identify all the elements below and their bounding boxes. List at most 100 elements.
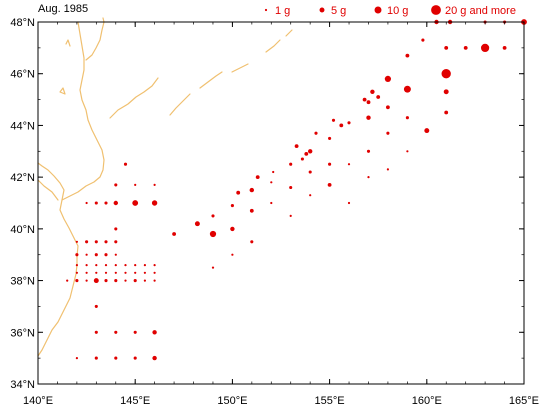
catch-point bbox=[114, 240, 118, 244]
catch-point bbox=[93, 278, 99, 284]
catch-point bbox=[133, 279, 137, 283]
catch-point bbox=[366, 149, 371, 153]
catch-point bbox=[406, 150, 409, 153]
catch-point bbox=[385, 105, 390, 110]
catch-point bbox=[151, 200, 158, 206]
coastline-kuril-chain-3 bbox=[231, 63, 249, 73]
catch-point bbox=[231, 253, 234, 256]
catch-point bbox=[347, 163, 351, 166]
catch-point bbox=[114, 356, 118, 360]
catch-point bbox=[294, 144, 299, 149]
catch-point bbox=[444, 110, 449, 115]
catch-point bbox=[95, 271, 98, 274]
map-border bbox=[37, 21, 525, 385]
catch-point bbox=[85, 201, 88, 205]
catch-point bbox=[124, 279, 127, 282]
catch-point bbox=[328, 162, 332, 166]
catch-point bbox=[85, 264, 88, 267]
catch-point bbox=[152, 330, 157, 335]
y-tick-label: 48°N bbox=[10, 17, 35, 29]
catch-point bbox=[114, 253, 117, 256]
y-tick-label: 40°N bbox=[10, 224, 35, 236]
catch-point bbox=[104, 279, 108, 283]
catch-point bbox=[104, 240, 108, 244]
catch-point bbox=[104, 264, 108, 267]
catch-point bbox=[134, 264, 137, 267]
y-tick-label: 38°N bbox=[10, 276, 35, 288]
catch-point bbox=[143, 271, 146, 274]
catch-point bbox=[327, 182, 332, 187]
x-tick-label: 140°E bbox=[23, 395, 53, 407]
catch-point bbox=[85, 253, 88, 256]
catch-point bbox=[272, 170, 275, 174]
catch-point bbox=[255, 175, 260, 180]
catch-point bbox=[309, 194, 312, 197]
coastline-kuril-chain-5 bbox=[285, 29, 293, 37]
y-tick-label: 42°N bbox=[10, 172, 35, 184]
x-tick-label: 160°E bbox=[412, 395, 442, 407]
y-tick-label: 34°N bbox=[10, 379, 35, 391]
catch-point bbox=[236, 190, 241, 195]
legend-swatch bbox=[431, 5, 441, 15]
catch-point bbox=[75, 253, 79, 257]
catch-point bbox=[230, 204, 234, 208]
coastline-island-a bbox=[59, 87, 66, 95]
catch-point bbox=[153, 271, 156, 274]
catch-point bbox=[370, 89, 375, 95]
catch-point bbox=[270, 181, 273, 184]
catch-point bbox=[153, 279, 156, 282]
legend-label: 5 g bbox=[331, 5, 346, 17]
catch-point bbox=[314, 131, 318, 135]
catch-point bbox=[308, 170, 312, 174]
legend: 1 g 5 g 10 g 20 g and more bbox=[264, 5, 516, 17]
catch-point bbox=[104, 201, 108, 205]
catch-point bbox=[403, 85, 411, 93]
catch-point bbox=[249, 208, 254, 213]
catch-dots bbox=[66, 19, 527, 361]
catch-point bbox=[480, 43, 490, 53]
catch-point bbox=[384, 75, 392, 83]
catch-point bbox=[124, 271, 127, 274]
x-tick-label: 150°E bbox=[217, 395, 247, 407]
map-frame bbox=[37, 21, 525, 385]
legend-swatch bbox=[374, 6, 382, 14]
catch-point bbox=[66, 279, 69, 282]
catch-point bbox=[94, 240, 98, 244]
catch-point bbox=[230, 226, 235, 232]
coastline-hokkaido bbox=[61, 21, 105, 201]
catch-point bbox=[289, 214, 292, 217]
catch-point bbox=[133, 356, 137, 360]
catch-point bbox=[362, 97, 367, 102]
catch-point bbox=[347, 121, 351, 125]
catch-point bbox=[85, 240, 89, 244]
catch-point bbox=[339, 123, 344, 128]
catch-point bbox=[143, 279, 146, 282]
catch-point bbox=[134, 183, 137, 186]
catch-point bbox=[152, 355, 157, 361]
catch-point bbox=[249, 187, 254, 193]
coastline-sakhalin bbox=[85, 17, 105, 61]
catch-point bbox=[94, 253, 98, 257]
catch-point bbox=[405, 116, 409, 120]
catch-point bbox=[386, 168, 389, 171]
catch-point bbox=[441, 69, 451, 79]
catch-point bbox=[113, 200, 119, 206]
catch-point bbox=[194, 221, 200, 227]
x-tick-label: 145°E bbox=[120, 395, 150, 407]
coastline-kuril-chain-4 bbox=[265, 39, 281, 53]
catch-point bbox=[94, 356, 98, 360]
x-tick-label: 165°E bbox=[509, 395, 539, 407]
catch-point bbox=[124, 264, 127, 267]
catch-point bbox=[211, 214, 215, 218]
catch-point bbox=[308, 149, 313, 154]
catch-point bbox=[133, 330, 137, 334]
catch-point bbox=[209, 230, 217, 238]
catch-point bbox=[132, 200, 139, 206]
coastline-west-shore bbox=[37, 179, 59, 201]
catch-point bbox=[304, 151, 309, 156]
coastline-kuril-chain-2 bbox=[199, 71, 223, 89]
catch-point bbox=[94, 201, 98, 205]
catch-point bbox=[367, 176, 370, 179]
catch-point bbox=[424, 128, 430, 134]
catch-point bbox=[114, 271, 117, 274]
